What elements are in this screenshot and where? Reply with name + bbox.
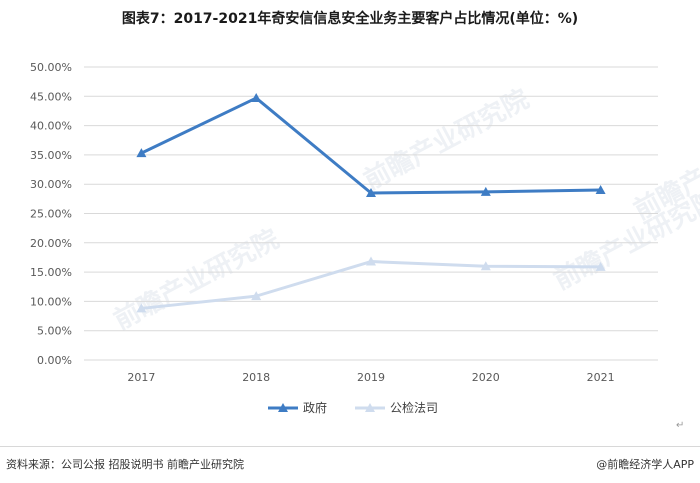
y-tick-label: 5.00% (37, 325, 72, 338)
data-point-marker (366, 187, 376, 197)
x-axis: 2017 2018 2019 2020 2021 (127, 371, 614, 384)
data-point-marker (595, 185, 606, 195)
credit-note: @前瞻经济学人APP (596, 458, 694, 471)
y-tick-label: 50.00% (30, 61, 72, 74)
chart-title: 图表7：2017-2021年奇安信信息安全业务主要客户占比情况(单位：%) (121, 11, 579, 27)
legend-marker (365, 403, 375, 412)
x-tick-label: 2018 (242, 371, 270, 384)
series-lines (136, 93, 606, 313)
watermark-text: 前瞻产业研究院 (359, 83, 534, 196)
data-point-marker (595, 261, 606, 271)
watermark-text: 前瞻产业研究院 (109, 223, 284, 336)
x-tick-label: 2020 (472, 371, 500, 384)
legend-label: 政府 (303, 400, 327, 415)
y-tick-label: 15.00% (30, 266, 72, 279)
y-tick-label: 30.00% (30, 178, 72, 191)
y-tick-label: 10.00% (30, 295, 72, 308)
data-point-marker (136, 303, 147, 313)
legend: 政府 公检法司 (268, 400, 438, 415)
x-tick-label: 2017 (127, 371, 155, 384)
source-note: 资料来源：公司公报 招股说明书 前瞻产业研究院 (6, 458, 244, 471)
legend-label: 公检法司 (390, 400, 438, 415)
x-tick-label: 2019 (357, 371, 385, 384)
data-point-marker (366, 256, 376, 266)
x-tick-label: 2021 (587, 371, 615, 384)
gridlines (84, 66, 658, 361)
y-tick-label: 35.00% (30, 149, 72, 162)
legend-marker (278, 403, 288, 412)
data-point-marker (136, 148, 147, 158)
y-axis: 0.00% 5.00% 10.00% 15.00% 20.00% 25.00% 30.00%… (30, 61, 72, 367)
data-point-marker (480, 186, 491, 196)
divider (0, 446, 700, 447)
data-point-marker (480, 261, 491, 271)
return-mark: ↵ (676, 420, 685, 431)
y-tick-label: 20.00% (30, 237, 72, 250)
y-tick-label: 0.00% (37, 354, 72, 367)
data-point-marker (251, 93, 262, 103)
y-tick-label: 40.00% (30, 120, 72, 133)
data-point-marker (251, 291, 262, 301)
y-tick-label: 45.00% (30, 90, 72, 103)
y-tick-label: 25.00% (30, 208, 72, 221)
